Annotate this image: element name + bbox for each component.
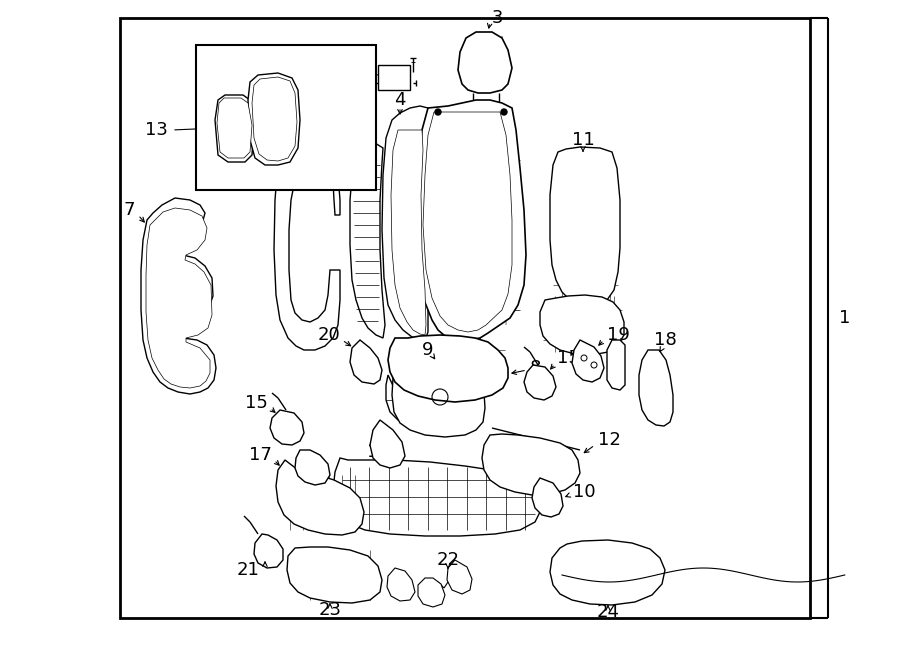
Bar [378,65,410,90]
Polygon shape [532,478,563,517]
Polygon shape [370,420,405,468]
Text: 8: 8 [530,359,542,377]
Polygon shape [287,547,382,603]
Text: 4: 4 [394,91,406,109]
Text: 18: 18 [653,331,677,349]
Polygon shape [458,32,512,93]
Polygon shape [423,112,512,332]
Polygon shape [607,340,625,390]
Text: 7: 7 [123,201,135,219]
Circle shape [435,109,441,115]
Text: 14: 14 [332,59,355,77]
Polygon shape [141,198,216,394]
Polygon shape [146,208,212,388]
Polygon shape [252,77,297,161]
Bar [196,45,376,190]
Polygon shape [391,130,426,335]
Polygon shape [482,434,580,495]
Polygon shape [215,95,254,162]
Text: 21: 21 [237,561,259,579]
Text: 17: 17 [249,446,272,464]
Polygon shape [350,143,385,338]
Polygon shape [540,295,624,355]
Polygon shape [524,365,556,400]
Polygon shape [418,578,445,607]
Bar [120,18,810,618]
Text: 23: 23 [319,601,341,619]
Polygon shape [276,460,364,535]
Text: 9: 9 [422,341,434,359]
Polygon shape [388,335,508,402]
Text: 1: 1 [840,309,850,327]
Text: 16: 16 [366,443,390,461]
Polygon shape [254,534,283,568]
Text: 10: 10 [573,483,596,501]
Polygon shape [350,340,382,384]
Text: 6: 6 [264,129,275,147]
Text: 3: 3 [491,9,503,27]
Polygon shape [217,98,252,158]
Polygon shape [274,143,340,350]
Polygon shape [333,458,540,536]
Text: 24: 24 [597,603,619,621]
Polygon shape [550,147,620,308]
Polygon shape [572,340,604,382]
Polygon shape [295,450,330,485]
Text: 15: 15 [557,349,580,367]
Polygon shape [387,568,415,601]
Polygon shape [392,357,485,437]
Polygon shape [550,540,665,605]
Polygon shape [382,106,428,340]
Text: 13: 13 [145,121,168,139]
Text: 22: 22 [436,551,460,569]
Text: 2: 2 [399,146,410,164]
Bar [158,285,178,299]
Polygon shape [270,410,304,445]
Polygon shape [639,350,673,426]
Text: 5: 5 [337,121,348,139]
Text: 12: 12 [598,431,621,449]
Polygon shape [386,375,480,427]
Text: 15: 15 [245,394,268,412]
Polygon shape [415,100,526,340]
Bar [158,303,178,317]
Circle shape [501,109,507,115]
Polygon shape [447,560,472,594]
Text: 19: 19 [607,326,630,344]
Polygon shape [248,73,300,165]
Text: 11: 11 [572,131,594,149]
Text: 20: 20 [317,326,340,344]
